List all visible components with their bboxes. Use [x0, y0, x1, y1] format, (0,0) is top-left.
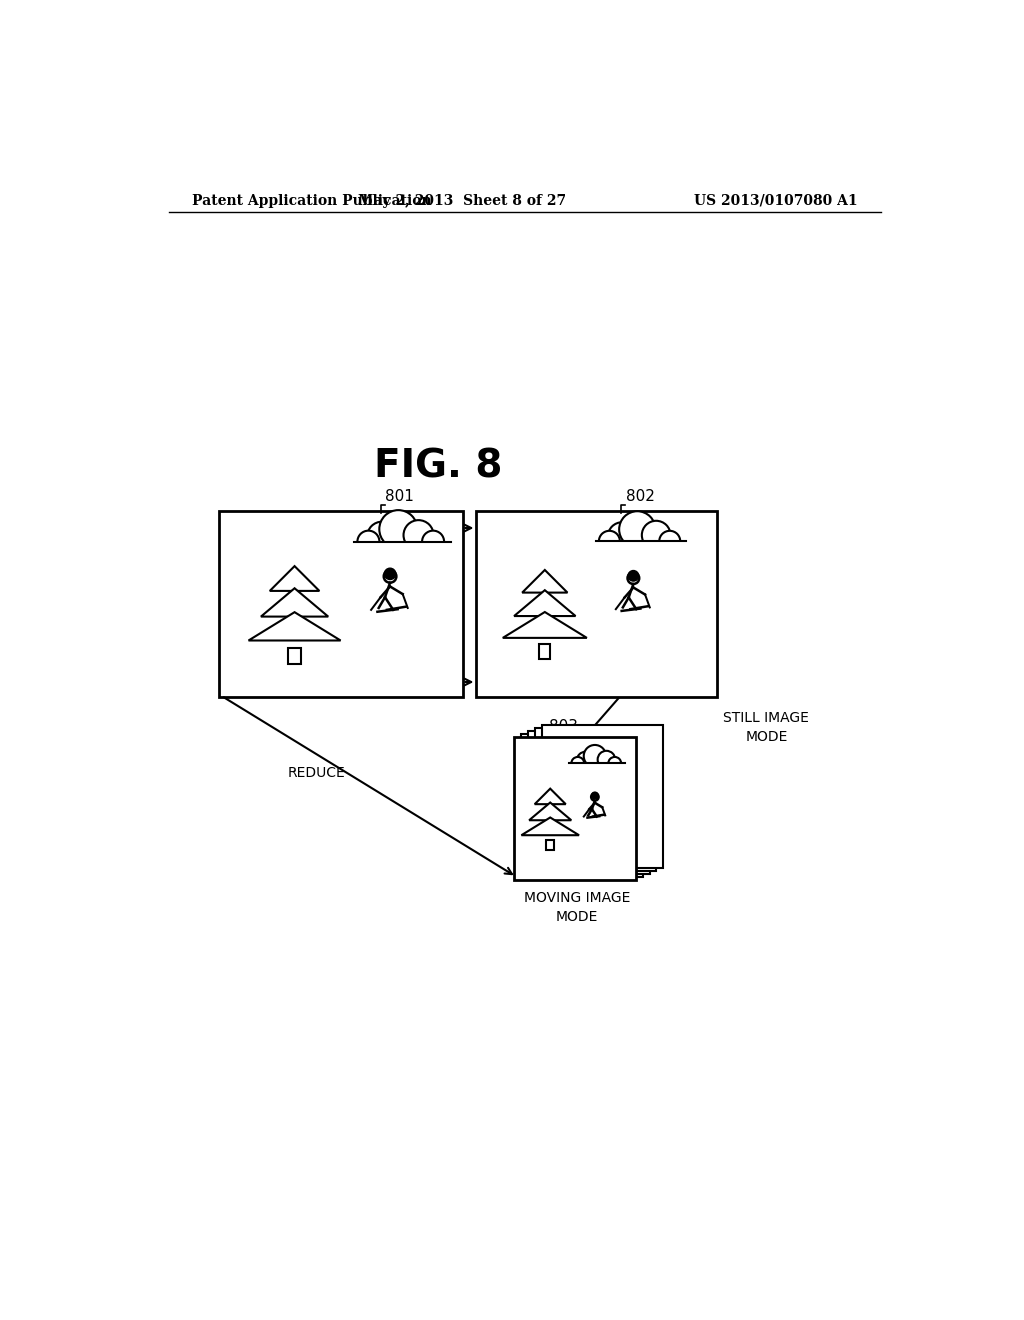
Circle shape [659, 531, 680, 552]
Circle shape [598, 751, 615, 768]
Polygon shape [289, 648, 301, 664]
Polygon shape [503, 612, 587, 638]
Circle shape [620, 511, 655, 548]
Text: US 2013/0107080 A1: US 2013/0107080 A1 [694, 194, 857, 207]
Polygon shape [535, 788, 565, 804]
Circle shape [384, 568, 395, 579]
Circle shape [599, 531, 620, 552]
Polygon shape [249, 612, 341, 640]
Text: May 2, 2013  Sheet 8 of 27: May 2, 2013 Sheet 8 of 27 [357, 194, 565, 207]
Polygon shape [514, 590, 575, 616]
Circle shape [422, 531, 444, 553]
Circle shape [628, 570, 639, 581]
Circle shape [592, 792, 598, 799]
Circle shape [571, 756, 585, 770]
Circle shape [379, 510, 418, 548]
Circle shape [368, 521, 397, 552]
Text: REDUCE: REDUCE [288, 766, 346, 780]
Bar [219, 511, 463, 697]
Bar [535, 729, 656, 871]
Bar [514, 738, 636, 880]
Text: 802: 802 [626, 490, 654, 504]
Circle shape [577, 751, 594, 770]
Text: FIG. 8: FIG. 8 [375, 447, 503, 486]
Circle shape [403, 520, 433, 550]
Text: 801: 801 [385, 490, 415, 504]
Polygon shape [350, 541, 455, 566]
Polygon shape [522, 570, 567, 593]
Bar [521, 734, 643, 876]
Circle shape [642, 521, 671, 549]
Bar [528, 731, 649, 874]
Circle shape [608, 523, 637, 550]
Polygon shape [592, 541, 690, 565]
Circle shape [628, 573, 639, 583]
Text: MOVING IMAGE
MODE: MOVING IMAGE MODE [524, 891, 631, 924]
Bar [475, 511, 717, 697]
Circle shape [608, 756, 622, 770]
Circle shape [591, 793, 599, 801]
Polygon shape [261, 589, 329, 616]
Circle shape [357, 531, 380, 553]
Polygon shape [269, 566, 319, 591]
Polygon shape [540, 644, 551, 659]
Circle shape [584, 744, 606, 767]
Text: 803: 803 [549, 718, 578, 734]
Polygon shape [567, 763, 628, 777]
Bar [542, 725, 664, 867]
Text: Patent Application Publication: Patent Application Publication [193, 194, 432, 207]
Circle shape [384, 570, 396, 582]
Polygon shape [521, 817, 579, 836]
Polygon shape [529, 803, 571, 820]
Text: STILL IMAGE
MODE: STILL IMAGE MODE [724, 711, 809, 743]
Polygon shape [547, 840, 554, 850]
